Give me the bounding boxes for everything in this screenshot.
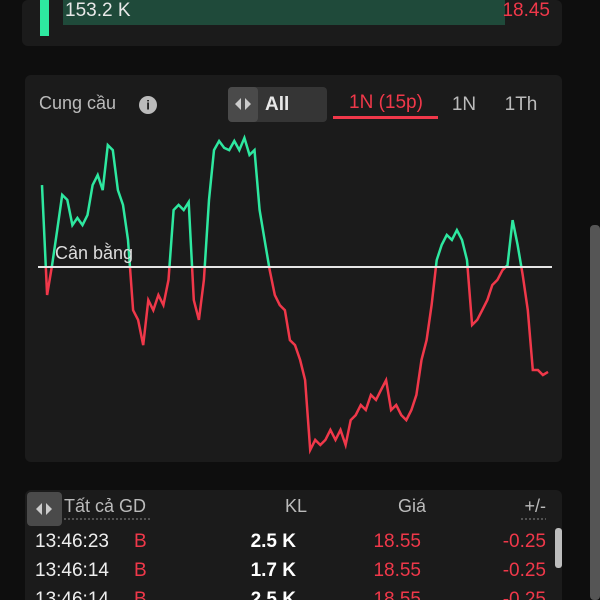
toggle-icon (235, 98, 251, 110)
demand-line (40, 134, 523, 267)
trade-change: -0.25 (503, 589, 546, 600)
table-scroll-thumb[interactable] (555, 528, 562, 568)
trade-side: B (134, 589, 147, 600)
toggle-icon (36, 503, 52, 515)
trade-price: 18.55 (373, 560, 421, 581)
chart-panel (25, 75, 562, 462)
volume: 153.2 K (65, 0, 131, 21)
trade-price: 18.55 (373, 531, 421, 552)
trade-time: 13:46:23 (35, 531, 109, 552)
plot (38, 134, 552, 455)
page-scrollbar[interactable] (590, 225, 600, 600)
trade-volume: 2.5 K (251, 589, 297, 600)
trade-time: 13:46:14 (35, 560, 109, 581)
tab[interactable]: 1Th (505, 94, 538, 115)
column-header: KL (285, 496, 307, 516)
column-header: +/- (524, 496, 546, 516)
toggle-icon-bg (228, 87, 258, 122)
tab[interactable]: 1N (452, 94, 476, 115)
trade-side: B (134, 531, 147, 552)
volume-bar (63, 0, 505, 25)
trade-price: 18.55 (373, 589, 421, 600)
column-header: Giá (398, 496, 427, 516)
accent-bar (40, 0, 49, 36)
info-icon[interactable] (139, 96, 157, 114)
trades-panel (25, 490, 562, 600)
trade-change: -0.25 (503, 531, 546, 552)
panel-title: Cung cầu (39, 93, 116, 113)
column-header: Tất cả GD (64, 496, 146, 516)
annotation: Cân bằng (55, 242, 133, 263)
tab-active[interactable]: 1N (15p) (349, 92, 423, 113)
tab[interactable]: All (265, 94, 289, 115)
trade-change: -0.25 (503, 560, 546, 581)
trade-volume: 1.7 K (251, 560, 297, 581)
supply-line (44, 267, 549, 455)
trade-side: B (134, 560, 147, 581)
trade-volume: 2.5 K (251, 531, 297, 552)
tab-underline (333, 116, 438, 119)
info-glyph: i (146, 97, 150, 112)
price: 18.45 (502, 0, 550, 21)
trade-time: 13:46:14 (35, 589, 109, 600)
toggle-icon-bg[interactable] (27, 492, 62, 526)
trades-table: Tất cả GD KL Giá +/- 13:46:23 B 2.5 K 18.55 -0.2… (35, 496, 546, 600)
